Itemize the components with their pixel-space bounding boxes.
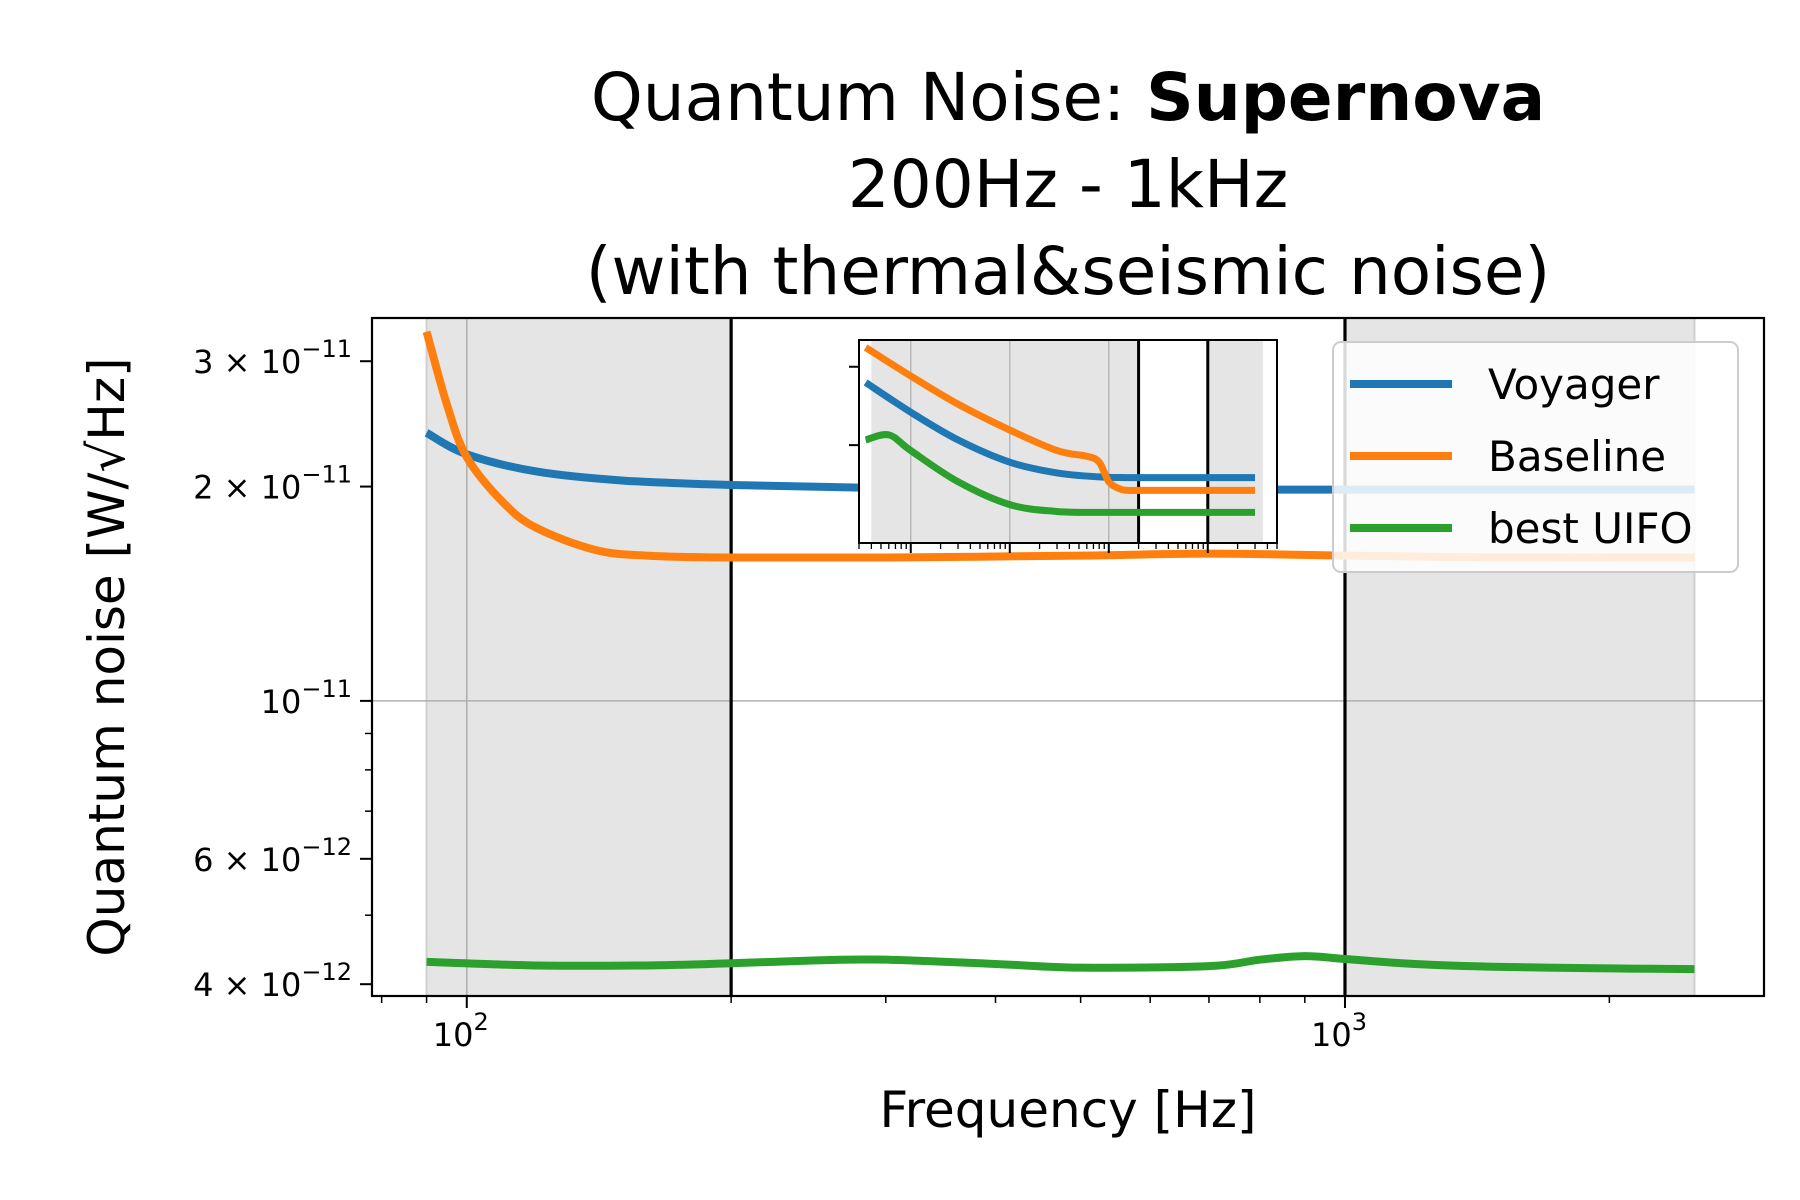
y-tick-mantissa: 2 × 10 (193, 469, 301, 507)
title-prefix: Quantum Noise: (591, 59, 1146, 136)
x-tick-label: 103 (1311, 1008, 1367, 1054)
y-axis-label: Quantum noise [W/√Hz] (78, 357, 136, 956)
legend-label: best UIFO (1488, 504, 1693, 553)
x-tick-base: 10 (433, 1016, 474, 1054)
y-tick-label: 10−11 (261, 675, 352, 721)
y-tick-label: 6 × 10−12 (193, 833, 352, 879)
title-line-3: (with thermal&seismic noise) (586, 233, 1550, 310)
x-tick-exponent: 2 (473, 1008, 488, 1036)
inset-ticks (849, 365, 1278, 553)
shaded-band-1 (426, 318, 732, 996)
x-tick-label: 102 (433, 1008, 489, 1054)
y-tick-label: 4 × 10−12 (193, 958, 352, 1004)
y-tick-mantissa: 10 (261, 683, 302, 721)
x-axis-label: Frequency [Hz] (879, 1081, 1256, 1139)
y-tick-exponent: −11 (301, 335, 352, 363)
inset-series-line-baseline (863, 344, 1256, 495)
y-tick-label: 3 × 10−11 (193, 335, 352, 381)
title-line-1: Quantum Noise: Supernova (591, 59, 1545, 136)
y-tick-mantissa: 4 × 10 (193, 966, 301, 1004)
title-line-2: 200Hz - 1kHz (848, 146, 1289, 223)
inset-axes (849, 339, 1278, 553)
inset-series-line-voyager (863, 379, 1256, 482)
plot-frame (370, 316, 1766, 998)
y-tick-label: 2 × 10−11 (193, 461, 352, 507)
x-tick-base: 10 (1311, 1016, 1352, 1054)
legend-label: Voyager (1488, 360, 1660, 409)
y-tick-exponent: −12 (301, 833, 352, 861)
series-line-best-uifo (426, 952, 1695, 974)
legend: Voyager Baseline best UIFO (1332, 341, 1739, 573)
y-tick-exponent: −11 (301, 461, 352, 489)
title-bold: Supernova (1146, 59, 1545, 136)
y-tick-mantissa: 6 × 10 (193, 841, 301, 879)
y-tick-exponent: −12 (301, 958, 352, 986)
y-tick-exponent: −11 (301, 675, 352, 703)
legend-label: Baseline (1488, 432, 1666, 481)
inset-series-lines (863, 344, 1256, 516)
x-tick-exponent: 3 (1352, 1008, 1367, 1036)
inset-series-line-best-uifo (864, 431, 1256, 516)
inset-frame (858, 339, 1278, 544)
chart-title: Quantum Noise: Supernova 200Hz - 1kHz (w… (586, 59, 1550, 310)
legend-frame (1332, 341, 1739, 573)
x-ticks: 102 103 (380, 996, 1611, 1054)
y-tick-mantissa: 3 × 10 (193, 343, 301, 381)
